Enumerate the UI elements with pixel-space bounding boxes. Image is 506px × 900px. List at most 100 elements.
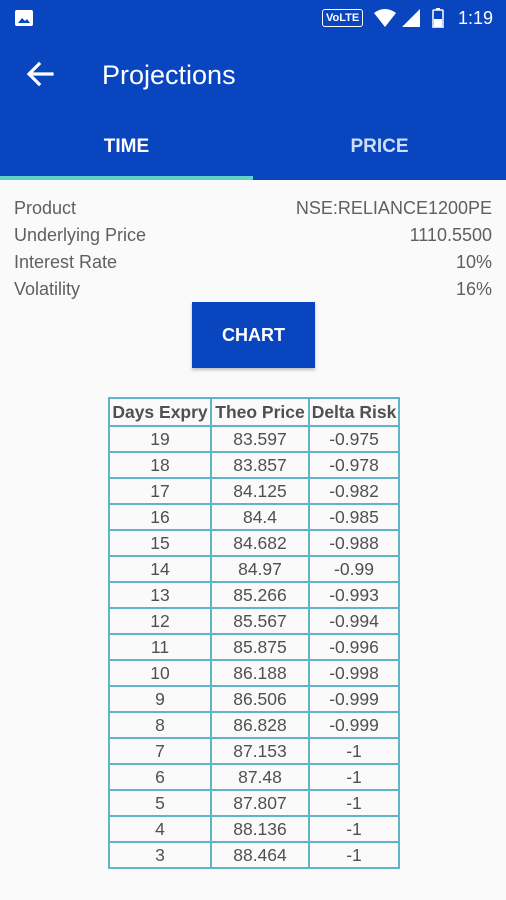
delta-risk-cell: -0.999 [308, 711, 400, 739]
delta-risk-cell: -0.985 [308, 503, 400, 531]
delta-risk-cell: -0.99 [308, 555, 400, 583]
table-body: 19 83.597 -0.975 18 83.857 -0.978 17 84.125 -0.9… [108, 425, 400, 869]
underlying-price-label: Underlying Price [14, 225, 147, 245]
days-expiry-cell: 5 [108, 789, 212, 817]
delta-risk-cell: -0.988 [308, 529, 400, 557]
theo-price-cell: 85.875 [210, 633, 310, 661]
delta-risk-cell: -1 [308, 815, 400, 843]
theo-price-cell: 85.567 [210, 607, 310, 635]
days-expiry-cell: 13 [108, 581, 212, 609]
days-expiry-cell: 8 [108, 711, 212, 739]
tab-indicator [0, 176, 253, 180]
theo-price-cell: 84.97 [210, 555, 310, 583]
volatility-value: 16% [455, 279, 492, 299]
theo-price-cell: 84.4 [210, 503, 310, 531]
days-expiry-cell: 10 [108, 659, 212, 687]
table-row: 19 83.597 -0.975 [108, 425, 400, 453]
days-expiry-cell: 11 [108, 633, 212, 661]
delta-risk-cell: -0.998 [308, 659, 400, 687]
theo-price-cell: 86.506 [210, 685, 310, 713]
tab-price[interactable]: PRICE [350, 136, 409, 157]
table-row: 16 84.4 -0.985 [108, 503, 400, 531]
status-icons [374, 8, 444, 28]
table-row: 10 86.188 -0.998 [108, 659, 400, 687]
theo-price-cell: 84.125 [210, 477, 310, 505]
table-row: 15 84.682 -0.988 [108, 529, 400, 557]
days-expiry-cell: 3 [108, 841, 212, 869]
delta-risk-cell: -0.993 [308, 581, 400, 609]
theo-price-cell: 87.48 [210, 763, 310, 791]
table-row: 17 84.125 -0.982 [108, 477, 400, 505]
status-bar: VoLTE 1:19 [0, 0, 506, 36]
tab-bar: TIME PRICE [0, 122, 506, 180]
delta-risk-cell: -0.999 [308, 685, 400, 713]
delta-risk-cell: -1 [308, 841, 400, 869]
column-header-theo-price: Theo Price [210, 397, 310, 427]
product-label: Product [14, 198, 77, 218]
days-expiry-cell: 15 [108, 529, 212, 557]
delta-risk-cell: -1 [308, 789, 400, 817]
table-row: 5 87.807 -1 [108, 789, 400, 817]
table-header-row: Days Expry Theo Price Delta Risk [108, 397, 400, 427]
delta-risk-cell: -0.982 [308, 477, 400, 505]
theo-price-cell: 88.464 [210, 841, 310, 869]
delta-risk-cell: -0.996 [308, 633, 400, 661]
wifi-icon [374, 9, 396, 27]
days-expiry-cell: 4 [108, 815, 212, 843]
days-expiry-cell: 14 [108, 555, 212, 583]
table-row: 9 86.506 -0.999 [108, 685, 400, 713]
table-row: 11 85.875 -0.996 [108, 633, 400, 661]
table-row: 14 84.97 -0.99 [108, 555, 400, 583]
delta-risk-cell: -1 [308, 763, 400, 791]
info-row-product: Product NSE:RELIANCE1200PE [14, 195, 492, 222]
battery-icon [432, 8, 444, 28]
projection-table-container[interactable]: Days Expry Theo Price Delta Risk 19 83.59… [108, 397, 400, 887]
volatility-label: Volatility [14, 279, 81, 299]
table-row: 12 85.567 -0.994 [108, 607, 400, 635]
table-row: 7 87.153 -1 [108, 737, 400, 765]
table-row: 3 88.464 -1 [108, 841, 400, 869]
table-row: 6 87.48 -1 [108, 763, 400, 791]
status-time: 1:19 [458, 8, 494, 28]
image-icon [15, 10, 33, 26]
interest-rate-value: 10% [455, 252, 492, 272]
days-expiry-cell: 6 [108, 763, 212, 791]
theo-price-cell: 84.682 [210, 529, 310, 557]
theo-price-cell: 86.828 [210, 711, 310, 739]
info-row-underlying-price: Underlying Price 1110.5500 [14, 222, 492, 249]
tab-time[interactable]: TIME [103, 136, 150, 157]
projection-table: Days Expry Theo Price Delta Risk 19 83.59… [108, 397, 400, 869]
column-header-delta-risk: Delta Risk [308, 397, 400, 427]
signal-icon [402, 9, 420, 27]
theo-price-cell: 86.188 [210, 659, 310, 687]
theo-price-cell: 83.597 [210, 425, 310, 453]
arrow-back-icon[interactable] [24, 58, 56, 90]
theo-price-cell: 85.266 [210, 581, 310, 609]
chart-button[interactable]: CHART [192, 302, 315, 368]
theo-price-cell: 88.136 [210, 815, 310, 843]
table-row: 18 83.857 -0.978 [108, 451, 400, 479]
delta-risk-cell: -1 [308, 737, 400, 765]
theo-price-cell: 83.857 [210, 451, 310, 479]
days-expiry-cell: 18 [108, 451, 212, 479]
theo-price-cell: 87.807 [210, 789, 310, 817]
column-header-days-expiry: Days Expry [108, 397, 212, 427]
product-value: NSE:RELIANCE1200PE [295, 198, 492, 218]
days-expiry-cell: 16 [108, 503, 212, 531]
theo-price-cell: 87.153 [210, 737, 310, 765]
table-row: 8 86.828 -0.999 [108, 711, 400, 739]
volte-badge: VoLTE [322, 9, 364, 27]
underlying-price-value: 1110.5500 [409, 225, 492, 245]
table-row: 4 88.136 -1 [108, 815, 400, 843]
info-row-volatility: Volatility 16% [14, 276, 492, 303]
days-expiry-cell: 12 [108, 607, 212, 635]
days-expiry-cell: 19 [108, 425, 212, 453]
info-row-interest-rate: Interest Rate 10% [14, 249, 492, 276]
delta-risk-cell: -0.978 [308, 451, 400, 479]
table-row: 13 85.266 -0.993 [108, 581, 400, 609]
app-bar: VoLTE 1:19 Projections TIME PRICE [0, 0, 506, 180]
interest-rate-label: Interest Rate [14, 252, 118, 272]
days-expiry-cell: 9 [108, 685, 212, 713]
delta-risk-cell: -0.975 [308, 425, 400, 453]
page-title: Projections [102, 60, 236, 90]
